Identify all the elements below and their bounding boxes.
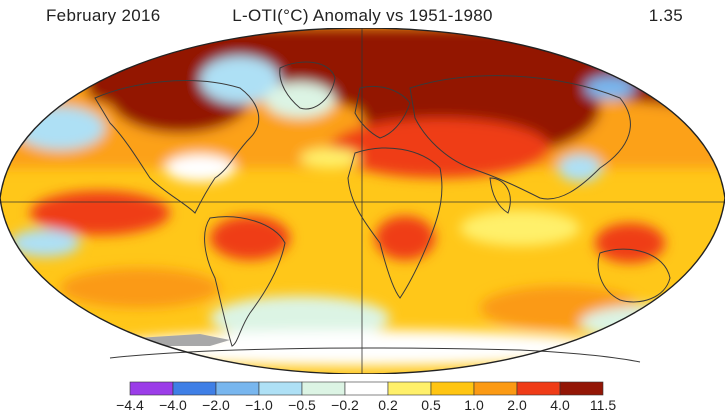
legend-swatch xyxy=(430,381,475,396)
legend-tick-label: 4.0 xyxy=(550,397,570,413)
color-scale-legend: −4.4 −4.0 −2.0 −1.0 −0.5 −0.2 0.2 0.5 1.0 2.0 4.0 1… xyxy=(116,381,616,413)
legend-tick-label: 2.0 xyxy=(507,397,527,413)
legend-swatch xyxy=(344,381,389,396)
temperature-anomaly-map xyxy=(0,28,725,374)
legend-tick-label: −1.0 xyxy=(245,397,273,413)
legend-tick-label: −2.0 xyxy=(202,397,230,413)
legend-tick-label: 0.2 xyxy=(378,397,398,413)
legend-swatch xyxy=(258,381,303,396)
legend-swatch xyxy=(473,381,518,396)
legend-swatch xyxy=(516,381,561,396)
legend-swatch xyxy=(559,381,604,396)
legend-swatch xyxy=(301,381,346,396)
legend-tick-label: 11.5 xyxy=(590,397,616,413)
legend-swatch xyxy=(172,381,217,396)
legend-swatch xyxy=(215,381,260,396)
legend-tick-label: −0.2 xyxy=(331,397,359,413)
legend-tick-label: −4.4 xyxy=(116,397,144,413)
legend-tick-label: −0.5 xyxy=(288,397,316,413)
anomaly-field xyxy=(0,28,725,374)
legend-tick-label: 0.5 xyxy=(421,397,441,413)
map-title: L-OTI(°C) Anomaly vs 1951-1980 xyxy=(232,6,493,25)
map-border xyxy=(0,28,725,374)
legend-tick-label: −4.0 xyxy=(159,397,187,413)
global-mean-value: 1.35 xyxy=(648,6,683,25)
legend-swatch xyxy=(387,381,432,396)
map-date-label: February 2016 xyxy=(46,6,161,25)
legend-swatch xyxy=(129,381,174,396)
legend-tick-label: 1.0 xyxy=(464,397,484,413)
